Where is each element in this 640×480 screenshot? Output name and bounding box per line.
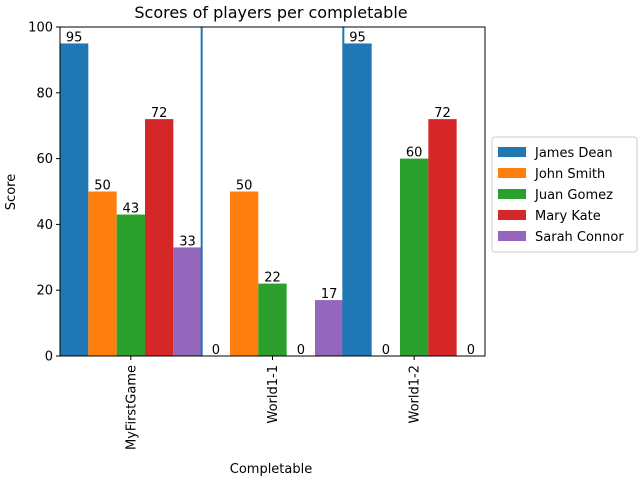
y-tick-label-5: 100	[28, 21, 53, 36]
data-label-2-0: 43	[123, 202, 140, 217]
bar-3-2	[428, 119, 457, 357]
y-tick-label-2: 40	[36, 218, 53, 233]
legend-label-1: John Smith	[534, 167, 605, 182]
legend-frame	[491, 136, 638, 253]
legend-label-3: Mary Kate	[535, 209, 601, 224]
bar-1-0	[88, 191, 117, 356]
data-label-4-0: 33	[179, 234, 196, 249]
legend-swatch-1	[498, 168, 526, 178]
y-tick-label-3: 60	[36, 152, 53, 167]
data-label-3-0: 72	[151, 106, 168, 121]
legend-label-2: Juan Gomez	[534, 188, 613, 203]
bar-2-1	[258, 283, 287, 356]
plot-area: 95 0 95 50 50 0 43 22 60 72 0 72 33 17 0 0 20 40 60 80 100 My…	[28, 21, 486, 450]
data-label-3-1: 0	[297, 343, 305, 358]
bar-0-2	[343, 43, 372, 356]
data-label-1-2: 0	[382, 343, 390, 358]
x-tick-label-1: World1-1	[266, 365, 281, 424]
bar-3-0	[145, 119, 174, 357]
data-label-4-1: 17	[321, 287, 338, 302]
data-label-3-2: 72	[434, 106, 451, 121]
data-label-1-0: 50	[94, 179, 111, 194]
x-tick-label-2: World1-2	[408, 365, 423, 424]
legend-label-4: Sarah Connor	[535, 230, 624, 245]
data-label-0-0: 95	[66, 30, 83, 45]
x-tick-label-0: MyFirstGame	[124, 365, 139, 450]
legend-swatch-4	[498, 231, 526, 241]
bar-1-1	[230, 191, 259, 356]
data-label-0-2: 95	[349, 30, 366, 45]
data-label-2-1: 22	[264, 271, 281, 286]
y-axis-title: Score	[4, 174, 19, 210]
bar-4-1	[315, 300, 344, 356]
bar-0-0	[60, 43, 89, 356]
x-axis-title: Completable	[230, 462, 312, 477]
y-tick-label-4: 80	[36, 86, 53, 101]
legend-swatch-0	[498, 147, 526, 157]
y-tick-label-0: 0	[45, 350, 53, 365]
data-label-2-2: 60	[406, 146, 423, 161]
y-tick-label-1: 20	[36, 284, 53, 299]
data-label-1-1: 50	[236, 179, 253, 194]
bar-2-2	[400, 158, 429, 356]
bar-4-0	[173, 247, 202, 356]
chart-title: Scores of players per completable	[134, 3, 407, 22]
legend-swatch-3	[498, 210, 526, 220]
legend: James Dean John Smith Juan Gomez Mary Kate S…	[491, 136, 638, 253]
data-label-0-1: 0	[212, 343, 220, 358]
data-label-4-2: 0	[467, 343, 475, 358]
bar-2-0	[116, 214, 145, 356]
legend-label-0: James Dean	[534, 146, 613, 161]
legend-swatch-2	[498, 189, 526, 199]
